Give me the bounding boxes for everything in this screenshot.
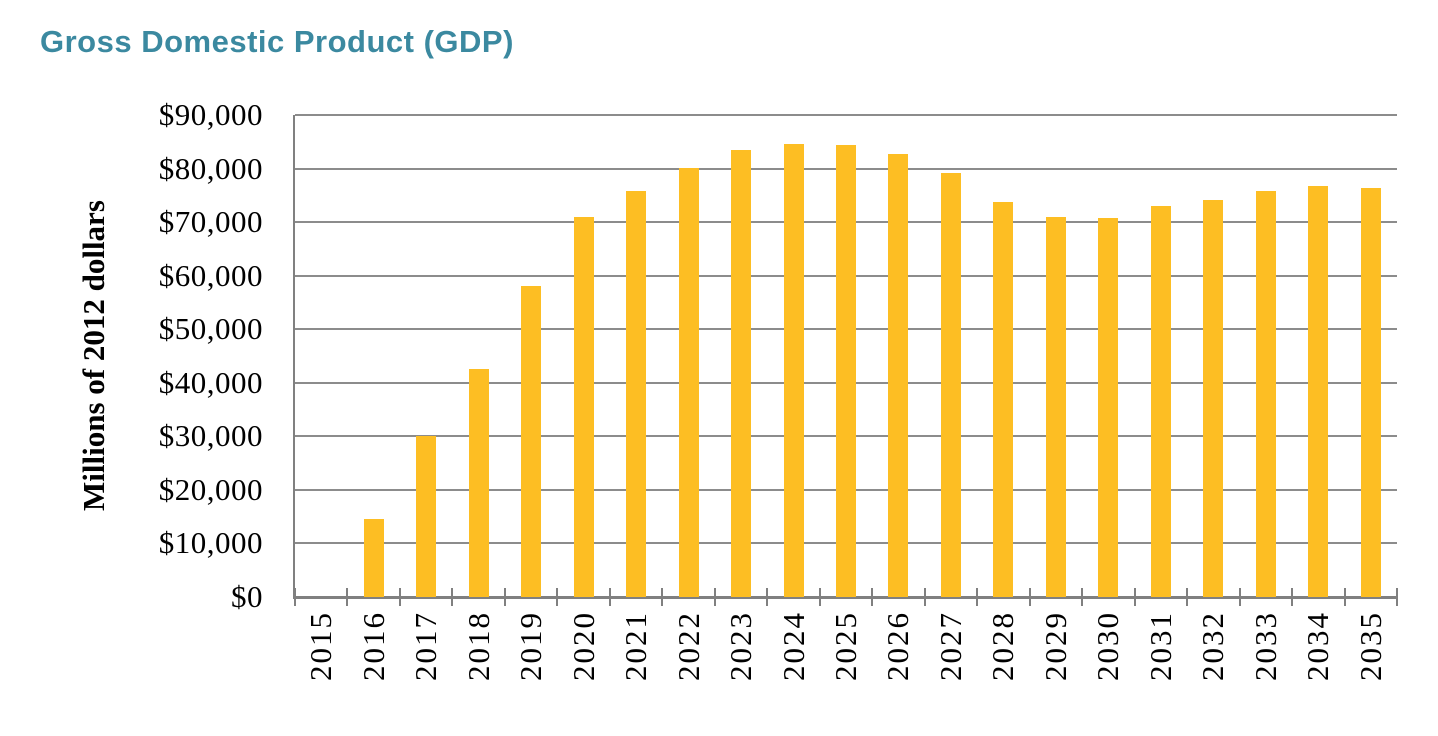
x-tick-label: 2033 (1247, 611, 1283, 681)
bar-2031 (1150, 206, 1171, 597)
x-tick-mark (766, 588, 769, 606)
bar-2024 (783, 143, 804, 597)
x-tick-label: 2017 (408, 611, 444, 681)
bar-2026 (888, 153, 909, 597)
y-tick-label: $20,000 (158, 471, 263, 507)
x-tick-label: 2021 (618, 611, 654, 681)
x-tick-mark (346, 588, 349, 606)
x-tick-mark (608, 588, 611, 606)
x-tick-label: 2019 (513, 611, 549, 681)
bar-2018 (468, 369, 489, 597)
bar-2030 (1098, 218, 1119, 597)
bar-2027 (940, 173, 961, 597)
x-tick-mark (503, 588, 506, 606)
x-tick-mark (1133, 588, 1136, 606)
x-tick-label: 2032 (1195, 611, 1231, 681)
bar-2035 (1360, 188, 1381, 597)
x-tick-label: 2028 (985, 611, 1021, 681)
bar-2016 (363, 519, 384, 597)
x-tick-label: 2031 (1142, 611, 1178, 681)
x-tick-mark (976, 588, 979, 606)
x-tick-mark (1081, 588, 1084, 606)
bar-2023 (731, 149, 752, 597)
x-tick-label: 2016 (355, 611, 391, 681)
x-tick-mark (713, 588, 716, 606)
y-tick-label: $80,000 (158, 150, 263, 186)
x-tick-mark (1291, 588, 1294, 606)
bar-2028 (993, 202, 1014, 597)
x-tick-label: 2023 (723, 611, 759, 681)
x-tick-mark (818, 588, 821, 606)
y-tick-label: $30,000 (158, 418, 263, 454)
bar-2025 (836, 144, 856, 597)
x-tick-mark (294, 588, 296, 606)
x-tick-mark (451, 588, 454, 606)
x-tick-mark (1238, 588, 1241, 606)
chart-title: Gross Domestic Product (GDP) (40, 24, 514, 59)
y-tick-label: $70,000 (158, 204, 263, 240)
x-tick-label: 2024 (775, 611, 811, 681)
x-tick-label: 2027 (932, 611, 968, 681)
x-tick-mark (1186, 588, 1189, 606)
x-axis-line (293, 596, 1397, 599)
x-tick-mark (923, 588, 926, 606)
bar-2032 (1203, 200, 1224, 597)
y-tick-label: $40,000 (158, 364, 263, 400)
x-tick-mark (398, 588, 401, 606)
y-axis-line (293, 115, 295, 597)
bar-2029 (1045, 216, 1066, 597)
y-tick-label: $50,000 (158, 311, 263, 347)
bar-2020 (573, 217, 594, 597)
gridline (295, 114, 1397, 116)
bar-2033 (1255, 190, 1276, 597)
x-tick-mark (556, 588, 559, 606)
x-tick-label: 2018 (460, 611, 496, 681)
bar-2034 (1308, 185, 1329, 597)
x-tick-label: 2034 (1300, 611, 1336, 681)
x-tick-mark (661, 588, 664, 606)
y-tick-label: $90,000 (158, 97, 263, 132)
x-tick-mark (1343, 588, 1346, 606)
bar-2019 (521, 286, 542, 597)
x-tick-label: 2026 (880, 611, 916, 681)
x-tick-label: 2030 (1090, 611, 1126, 681)
x-tick-mark (871, 588, 874, 606)
bar-2022 (678, 168, 699, 597)
x-tick-label: 2035 (1352, 611, 1388, 681)
bar-2017 (416, 436, 437, 597)
y-tick-label: $0 (231, 579, 263, 614)
x-tick-label: 2022 (670, 611, 706, 681)
x-tick-label: 2025 (827, 611, 863, 681)
y-tick-label: $10,000 (158, 525, 263, 561)
x-tick-label: 2015 (303, 611, 339, 681)
y-tick-label: $60,000 (158, 257, 263, 293)
x-tick-label: 2020 (565, 611, 601, 681)
bar-2021 (626, 191, 647, 597)
x-tick-label: 2029 (1037, 611, 1073, 681)
x-tick-mark (1028, 588, 1031, 606)
x-tick-mark (1396, 588, 1398, 606)
